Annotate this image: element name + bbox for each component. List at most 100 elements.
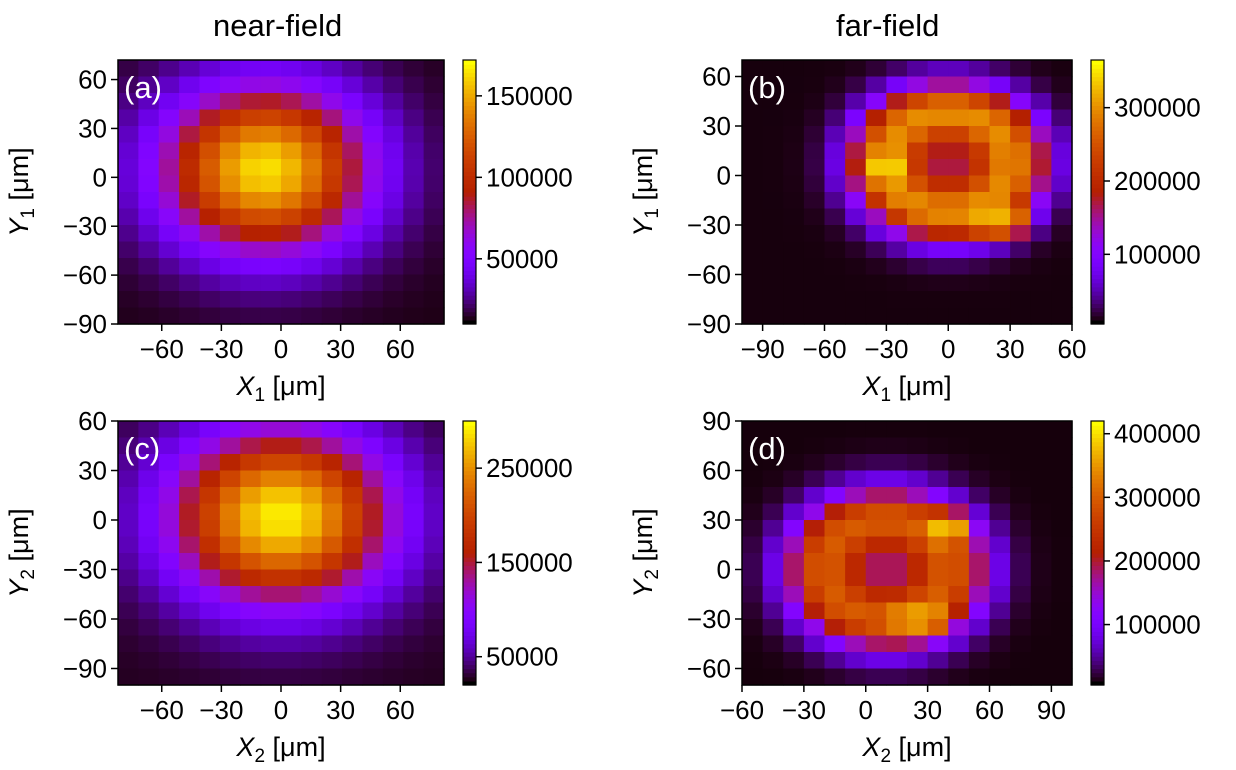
colorbar-segment xyxy=(1091,88,1104,94)
colorbar-segment xyxy=(1091,245,1104,251)
heatmap-cell xyxy=(845,569,867,587)
heatmap-cell xyxy=(948,307,970,325)
heatmap-cell xyxy=(783,76,805,94)
heatmap-cell xyxy=(803,470,826,488)
colorbar-segment xyxy=(1091,478,1104,484)
colorbar-segment xyxy=(463,487,476,492)
colorbar-segment xyxy=(1091,80,1104,86)
colorbar-segment xyxy=(1091,163,1104,168)
heatmap-cell xyxy=(321,520,343,538)
heatmap-cell xyxy=(240,175,262,193)
x-axis-label: X2 [μm] xyxy=(235,732,325,767)
colorbar-segment xyxy=(1091,652,1104,657)
heatmap-cell xyxy=(301,241,323,259)
x-tick-label: −60 xyxy=(140,695,184,725)
heatmap-cell xyxy=(423,668,445,686)
colorbar-segment xyxy=(463,216,476,222)
heatmap-cell xyxy=(865,454,887,472)
heatmap-cell xyxy=(1051,635,1073,653)
colorbar-segment xyxy=(463,627,476,632)
heatmap-cell xyxy=(382,454,404,472)
heatmap-cell xyxy=(219,437,241,455)
heatmap-cell xyxy=(199,159,221,177)
heatmap-cell xyxy=(281,307,302,325)
heatmap-cell xyxy=(845,192,867,210)
heatmap-cell xyxy=(219,76,241,94)
heatmap-cell xyxy=(907,60,929,78)
colorbar-segment xyxy=(463,225,476,230)
heatmap-cell xyxy=(260,437,282,455)
x-tick-label: −60 xyxy=(720,695,764,725)
heatmap-cell xyxy=(118,487,139,505)
heatmap-cell xyxy=(824,503,846,521)
heatmap-cell xyxy=(742,241,764,259)
heatmap-cell xyxy=(138,536,160,554)
colorbar-segment xyxy=(1091,93,1104,98)
heatmap-cell xyxy=(219,536,241,554)
heatmap-cell xyxy=(423,569,445,587)
colorbar-segment xyxy=(1091,540,1104,546)
heatmap-cell xyxy=(886,553,908,571)
heatmap-cell xyxy=(989,569,1011,587)
heatmap-cell xyxy=(281,668,302,686)
heatmap-cell xyxy=(118,126,139,144)
heatmap-cell xyxy=(989,536,1011,554)
heatmap-cell xyxy=(382,208,404,226)
heatmap-cell xyxy=(321,159,343,177)
heatmap-cell xyxy=(260,60,282,78)
heatmap-cell xyxy=(138,126,160,144)
heatmap-cell xyxy=(240,142,262,160)
heatmap-cell xyxy=(423,93,445,111)
colorbar-segment xyxy=(463,478,476,484)
heatmap-cell xyxy=(1051,109,1073,127)
heatmap-cell xyxy=(762,668,784,686)
heatmap-cell xyxy=(403,76,425,94)
colorbar-segment xyxy=(463,474,476,480)
heatmap-cell xyxy=(158,258,180,276)
heatmap-cell xyxy=(342,126,364,144)
heatmap-cell xyxy=(342,668,364,686)
colorbar-segment xyxy=(1091,577,1104,583)
heatmap-cell xyxy=(907,487,929,505)
heatmap-cell xyxy=(824,60,846,78)
heatmap-cell xyxy=(948,470,970,488)
heatmap-cell xyxy=(907,652,929,670)
heatmap-cell xyxy=(927,142,949,160)
panel-label: (b) xyxy=(748,70,786,105)
heatmap-cell xyxy=(301,93,323,111)
heatmap-cell xyxy=(403,520,425,538)
heatmap-cell xyxy=(342,586,364,604)
colorbar-segment xyxy=(463,258,476,263)
heatmap-cell xyxy=(886,208,908,226)
heatmap-cell xyxy=(762,454,784,472)
heatmap-cell xyxy=(968,437,991,455)
heatmap-cell xyxy=(803,192,826,210)
heatmap-cell xyxy=(948,536,970,554)
colorbar-segment xyxy=(463,220,476,226)
heatmap-cell xyxy=(1030,503,1052,521)
heatmap-cell xyxy=(1030,208,1052,226)
heatmap-cell xyxy=(118,109,139,127)
heatmap-cell xyxy=(362,635,384,653)
heatmap-cell xyxy=(907,421,929,439)
heatmap-cell xyxy=(1010,569,1032,587)
heatmap-cell xyxy=(762,208,784,226)
heatmap-cell xyxy=(865,586,887,604)
heatmap-cell xyxy=(783,192,805,210)
colorbar-segment xyxy=(463,286,476,292)
heatmap-cell xyxy=(968,602,991,620)
heatmap-cell xyxy=(219,652,241,670)
heatmap-cell xyxy=(927,192,949,210)
heatmap-cell xyxy=(742,93,764,111)
colorbar-segment xyxy=(463,282,476,288)
heatmap-cell xyxy=(1010,553,1032,571)
colorbar-segment xyxy=(1091,647,1104,653)
heatmap-cell xyxy=(423,192,445,210)
heatmap-cell xyxy=(423,142,445,160)
heatmap-cell xyxy=(403,274,425,292)
heatmap-cell xyxy=(138,668,160,686)
colorbar-segment xyxy=(1091,520,1104,525)
heatmap-cell xyxy=(423,487,445,505)
heatmap-cell xyxy=(382,487,404,505)
heatmap-cell xyxy=(948,241,970,259)
